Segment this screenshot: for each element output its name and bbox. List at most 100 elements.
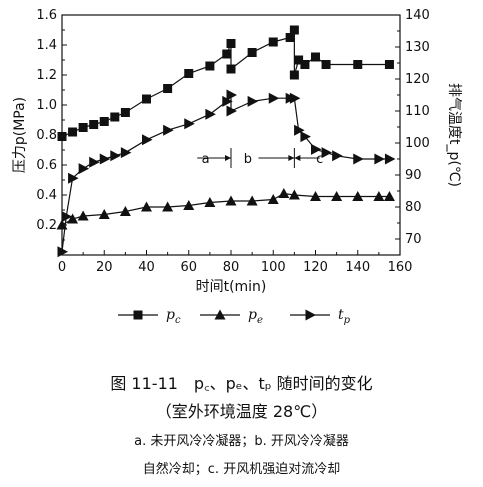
data-point-t_p: [374, 153, 385, 165]
phase-arrow-head: [294, 155, 301, 161]
x-tick-label: 160: [388, 260, 413, 275]
data-point-t_p: [226, 89, 237, 101]
data-point-t_p: [110, 150, 121, 162]
data-point-p_e: [352, 191, 364, 201]
data-point-t_p: [68, 172, 79, 184]
phase-label-c: c: [316, 152, 323, 167]
data-point-p_c: [99, 117, 109, 126]
data-point-t_p: [321, 147, 333, 159]
data-point-p_c: [78, 123, 88, 132]
data-point-t_p: [268, 92, 280, 104]
y-right-tick-label: 140: [405, 8, 430, 23]
y-right-tick-label: 120: [405, 72, 430, 87]
data-point-t_p: [142, 134, 153, 146]
data-point-p_e: [278, 188, 290, 198]
data-point-t_p: [294, 124, 305, 136]
data-point-p_c: [184, 69, 194, 78]
data-point-p_c: [222, 49, 232, 59]
data-point-t_p: [163, 124, 174, 136]
data-point-p_e: [331, 191, 343, 201]
data-point-p_c: [142, 94, 151, 104]
x-tick-label: 20: [96, 260, 113, 275]
data-point-p_c: [120, 108, 130, 117]
data-point-t_p: [99, 153, 111, 165]
legend-marker-p_e: [214, 309, 226, 320]
data-point-p_c: [163, 84, 173, 93]
data-point-p_e: [288, 189, 300, 200]
data-point-p_e: [98, 209, 110, 219]
data-point-p_c: [384, 60, 394, 69]
x-axis-label: 时间t(min): [196, 279, 267, 295]
figure-caption-condition: （室外环境温度 28℃）: [155, 402, 328, 421]
data-point-p_e: [67, 213, 79, 224]
y-left-axis-label: 压力p(MPa): [12, 97, 28, 173]
data-point-p_e: [183, 200, 195, 210]
data-point-p_e: [204, 197, 216, 207]
y-left-tick-label: 1.6: [36, 8, 57, 23]
data-point-p_e: [267, 194, 279, 204]
data-point-t_p: [332, 150, 343, 162]
data-point-p_c: [110, 112, 120, 122]
phase-label-b: b: [244, 152, 252, 167]
x-tick-label: 140: [345, 260, 370, 275]
data-point-p_e: [373, 191, 385, 201]
x-tick-label: 0: [58, 260, 66, 275]
data-point-p_c: [226, 64, 236, 74]
data-point-t_p: [226, 105, 237, 117]
x-tick-label: 100: [261, 260, 286, 275]
data-point-p_c: [294, 55, 304, 65]
y-left-tick-label: 0.4: [36, 188, 57, 203]
data-point-p_c: [353, 60, 363, 69]
data-point-t_p: [184, 118, 195, 130]
legend-marker-t_p: [305, 309, 316, 321]
y-right-axis-label: 排气温度t_p(℃): [446, 83, 462, 187]
data-point-p_c: [226, 39, 236, 48]
data-point-p_c: [311, 52, 320, 62]
y-right-tick-label: 110: [405, 104, 430, 119]
data-point-p_c: [289, 25, 299, 35]
y-left-tick-label: 1.2: [36, 68, 57, 83]
data-point-t_p: [57, 246, 68, 258]
y-left-tick-label: 0.6: [36, 158, 57, 173]
data-point-p_e: [162, 201, 174, 212]
legend-label-p_c: pc: [166, 307, 181, 326]
y-right-tick-label: 80: [405, 200, 422, 215]
y-right-tick-label: 70: [405, 232, 422, 247]
chart: 0 20 40 60 80 100 120 140 160 0.2 0.4 0.6 0.8 1.0 1.2 1…: [12, 8, 462, 326]
data-point-p_c: [289, 70, 299, 80]
x-tick-label: 80: [223, 260, 240, 275]
data-point-t_p: [384, 153, 396, 165]
x-tick-label: 120: [303, 260, 328, 275]
data-point-p_e: [77, 210, 89, 221]
data-point-t_p: [353, 153, 364, 165]
data-point-t_p: [78, 163, 90, 175]
y-right-tick-label: 130: [405, 40, 430, 55]
data-point-p_c: [300, 60, 310, 69]
x-tick-label: 60: [180, 260, 197, 275]
y-right-tick-label: 90: [405, 168, 422, 183]
data-point-p_e: [246, 195, 258, 206]
data-point-p_e: [383, 191, 395, 201]
figure-caption-note-1: a. 未开风冷冷凝器；b. 开风冷冷凝器: [134, 434, 349, 449]
data-point-p_e: [225, 195, 237, 206]
data-point-t_p: [205, 108, 216, 120]
phase-label-a: a: [202, 152, 210, 167]
data-point-t_p: [89, 156, 100, 168]
y-right-tick-label: 100: [405, 136, 430, 151]
y-left-tick-label: 0.2: [36, 218, 57, 233]
legend-label-t_p: tp: [338, 307, 351, 326]
data-point-p_e: [310, 191, 321, 201]
figure-caption-title: 图 11-11 p꜀、pₑ、tₚ 随时间的变化: [110, 374, 373, 393]
data-point-t_p: [311, 143, 322, 155]
legend-marker-p_c: [133, 310, 143, 320]
data-point-p_c: [205, 61, 215, 71]
data-point-p_c: [57, 132, 67, 141]
x-tick-label: 40: [138, 260, 155, 275]
data-point-p_c: [285, 33, 295, 42]
data-point-t_p: [289, 92, 301, 104]
phase-arrow-head: [225, 155, 231, 161]
data-point-p_c: [68, 127, 78, 137]
data-point-p_c: [268, 37, 278, 47]
y-left-tick-label: 1.0: [36, 98, 57, 113]
data-point-t_p: [222, 95, 233, 107]
